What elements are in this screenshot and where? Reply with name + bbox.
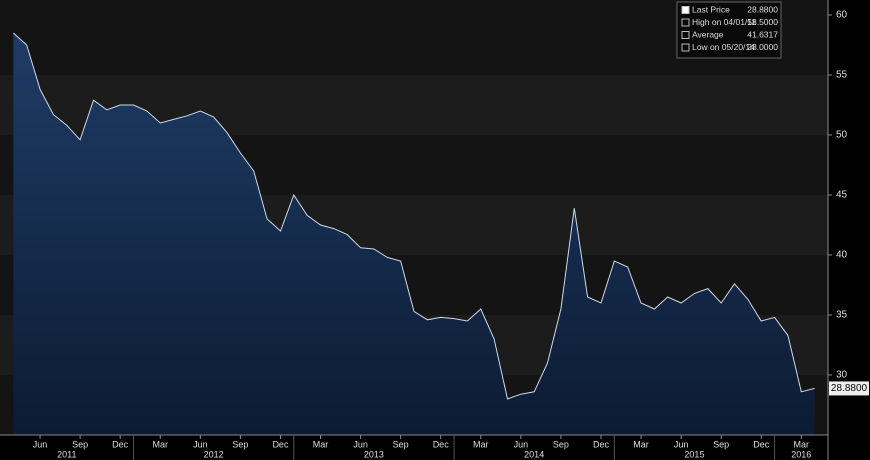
x-tick-label: Dec (433, 439, 450, 449)
x-tick-label: Mar (313, 439, 329, 449)
x-tick-label: Mar (153, 439, 169, 449)
x-tick-label: Mar (633, 439, 649, 449)
x-tick-label: Dec (272, 439, 289, 449)
legend-label: Average (692, 29, 724, 39)
year-label: 2012 (204, 449, 224, 459)
x-tick-label: Sep (232, 439, 248, 449)
year-label: 2016 (791, 449, 811, 459)
legend-swatch (681, 31, 690, 39)
x-tick-label: Sep (713, 439, 729, 449)
legend-swatch (681, 18, 690, 27)
legend-label: Low on 05/20/14 (692, 42, 755, 52)
legend-value: 41.6317 (747, 29, 778, 39)
legend-value: 28.8800 (747, 4, 778, 14)
year-label: 2015 (684, 449, 704, 459)
year-label: 2011 (57, 449, 76, 459)
last-price-tag-label: 28.8800 (831, 383, 868, 394)
x-tick-label: Jun (193, 439, 208, 449)
y-tick-label: 55 (836, 70, 848, 81)
marks (13, 32, 815, 435)
legend-label: High on 04/01/11 (692, 17, 756, 27)
year-label: 2013 (364, 449, 384, 459)
x-tick-label: Jun (33, 439, 48, 449)
x-tick-label: Jun (514, 439, 529, 449)
y-tick-label: 50 (836, 130, 848, 141)
last-price-tag (829, 381, 869, 396)
y-tick-label: 60 (836, 10, 848, 21)
area (13, 33, 815, 435)
legend: Last Price 28.8800 High on 04/01/1158.5000… (676, 1, 782, 59)
x-tick-label: Sep (72, 439, 88, 449)
x-tick-label: Dec (112, 439, 129, 449)
legend-box (676, 1, 782, 59)
legend-label: Last Price (692, 4, 730, 14)
y-tick-label: 30 (836, 370, 848, 381)
x-tick-label: Jun (353, 439, 368, 449)
y-tick-label: 45 (836, 190, 848, 201)
y-tick-label: 35 (836, 310, 848, 321)
x-tick-label: Sep (553, 439, 569, 449)
x-tick-label: Mar (473, 439, 489, 449)
x-tick-label: Dec (753, 439, 770, 449)
legend-swatch (681, 6, 690, 14)
x-tick-label: Jun (674, 439, 689, 449)
y-tick-label: 40 (836, 250, 848, 261)
legend-value: 28.0000 (747, 42, 778, 52)
x-tick-label: Mar (794, 439, 810, 449)
legend-value: 58.5000 (747, 17, 778, 27)
legend-swatch (681, 43, 690, 52)
line (13, 32, 815, 400)
x-tick-label: Dec (593, 439, 610, 449)
year-label: 2014 (524, 449, 544, 459)
x-tick-label: Sep (393, 439, 409, 449)
